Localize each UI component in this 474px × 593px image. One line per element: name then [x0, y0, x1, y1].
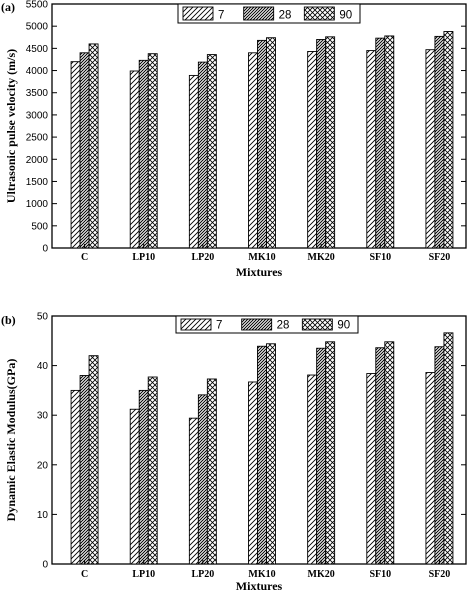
- bar-c-series-90: [88, 355, 99, 565]
- y-tick-label: 2000: [26, 155, 49, 166]
- y-tick-label: 20: [37, 460, 49, 471]
- y-tick-label: 1000: [26, 199, 49, 210]
- y-tick-label: 2500: [26, 133, 49, 144]
- bar-c-series-7: [70, 389, 81, 565]
- bar-sf10-series-28: [375, 37, 386, 249]
- legend: 7 28 90: [175, 315, 359, 334]
- legend-label-series-90: 90: [339, 10, 352, 22]
- y-axis-title: Dynamic Elastic Modulus(GPa): [4, 359, 18, 522]
- chart-panel-a: 0 500 1000 1500 2000 2500 3000 3500 4000 4500 5000…: [1, 0, 467, 279]
- y-tick-label: 50: [37, 312, 49, 323]
- bar-c-series-90: [88, 43, 99, 249]
- legend-label-series-28: 28: [277, 320, 290, 332]
- legend-label-series-7: 7: [218, 10, 224, 22]
- x-tick-label: MK10: [248, 569, 275, 580]
- bar-sf20-series-90: [443, 31, 454, 249]
- x-tick-label: C: [81, 569, 88, 580]
- x-tick-label: SF10: [369, 252, 391, 263]
- x-axis-title: Mixtures: [236, 579, 283, 593]
- chart-panel-b: 0 10 20 30 40 50 C LP10 LP20 MK10 MK20 SF10 SF20 Mixt…: [1, 312, 467, 593]
- x-tick-label: LP20: [191, 252, 214, 263]
- bar-lp20-series-28: [197, 61, 208, 249]
- bar-lp10-series-90: [147, 376, 158, 565]
- bar-sf10-series-90: [384, 35, 395, 249]
- panel-label: (b): [1, 313, 16, 327]
- legend-label-series-7: 7: [216, 320, 222, 332]
- bar-mk20-series-28: [316, 39, 327, 249]
- legend-swatch-series-7: [180, 318, 212, 331]
- y-tick-label: 5500: [26, 0, 49, 11]
- bar-sf10-series-90: [384, 341, 395, 565]
- x-tick-label: MK20: [308, 569, 335, 580]
- x-tick-label: MK10: [248, 252, 275, 263]
- legend-swatch-series-28: [241, 318, 273, 331]
- bar-sf20-series-28: [434, 35, 445, 249]
- bar-sf20-series-7: [425, 49, 436, 249]
- bar-lp10-series-7: [129, 70, 140, 249]
- y-tick-label: 30: [37, 411, 49, 422]
- bar-mk20-series-7: [307, 374, 318, 565]
- y-tick-label: 500: [31, 221, 48, 232]
- x-tick-label: C: [81, 252, 88, 263]
- legend-swatch-series-28: [243, 6, 275, 21]
- bar-mk10-series-7: [248, 381, 258, 565]
- bar-mk20-series-90: [325, 36, 336, 249]
- y-axis-title: Ultrasonic pulse velocity (m/s): [4, 49, 18, 203]
- bar-mk20-series-7: [307, 51, 318, 249]
- bar-mk10-series-28: [257, 345, 267, 565]
- x-tick-label: SF20: [429, 569, 451, 580]
- legend-label-series-90: 90: [337, 320, 350, 332]
- y-tick-label: 3000: [26, 110, 49, 121]
- y-tick-label: 10: [37, 510, 49, 521]
- y-tick-label: 40: [37, 361, 49, 372]
- bar-c-series-28: [79, 375, 90, 565]
- y-tick-label: 0: [42, 244, 48, 255]
- bar-mk20-series-28: [316, 347, 327, 565]
- bar-lp10-series-28: [138, 59, 149, 249]
- bar-mk10-series-28: [257, 39, 267, 249]
- bar-lp20-series-90: [206, 54, 217, 249]
- bar-c-series-28: [79, 52, 90, 249]
- y-tick-label: 3500: [26, 88, 49, 99]
- x-tick-label: LP10: [132, 252, 155, 263]
- bar-lp20-series-28: [197, 394, 208, 565]
- y-tick-label: 5000: [26, 22, 49, 33]
- x-tick-label: LP10: [132, 569, 155, 580]
- legend-swatch-series-7: [182, 6, 214, 21]
- bar-sf10-series-7: [366, 50, 377, 249]
- y-tick-label: 0: [42, 560, 48, 571]
- x-tick-label: SF10: [369, 569, 391, 580]
- bar-c-series-7: [70, 61, 81, 249]
- bar-mk10-series-7: [248, 52, 258, 249]
- bar-sf10-series-7: [366, 373, 377, 565]
- x-tick-label: SF20: [429, 252, 451, 263]
- y-tick-label: 1500: [26, 177, 49, 188]
- bar-lp20-series-90: [206, 378, 217, 565]
- bar-mk20-series-90: [325, 341, 336, 565]
- legend-swatch-series-90: [301, 318, 333, 331]
- bar-mk10-series-90: [266, 37, 276, 249]
- legend-label-series-28: 28: [279, 10, 292, 22]
- x-tick-label: MK20: [308, 252, 335, 263]
- x-tick-label: LP20: [191, 569, 214, 580]
- panel-label: (a): [1, 0, 15, 14]
- bar-sf10-series-28: [375, 347, 386, 565]
- y-tick-label: 4500: [26, 44, 49, 55]
- legend: 7 28 90: [177, 3, 361, 24]
- bar-lp10-series-7: [129, 408, 140, 565]
- legend-swatch-series-90: [303, 6, 335, 21]
- bar-lp20-series-7: [188, 74, 199, 249]
- bar-sf20-series-90: [443, 332, 454, 565]
- bar-lp10-series-90: [147, 53, 158, 249]
- bar-sf20-series-28: [434, 346, 445, 565]
- bar-lp20-series-7: [188, 417, 199, 565]
- x-axis-title: Mixtures: [236, 265, 283, 279]
- bar-mk10-series-90: [266, 343, 276, 565]
- y-tick-label: 4000: [26, 66, 49, 77]
- bar-lp10-series-28: [138, 389, 149, 565]
- bar-sf20-series-7: [425, 372, 436, 565]
